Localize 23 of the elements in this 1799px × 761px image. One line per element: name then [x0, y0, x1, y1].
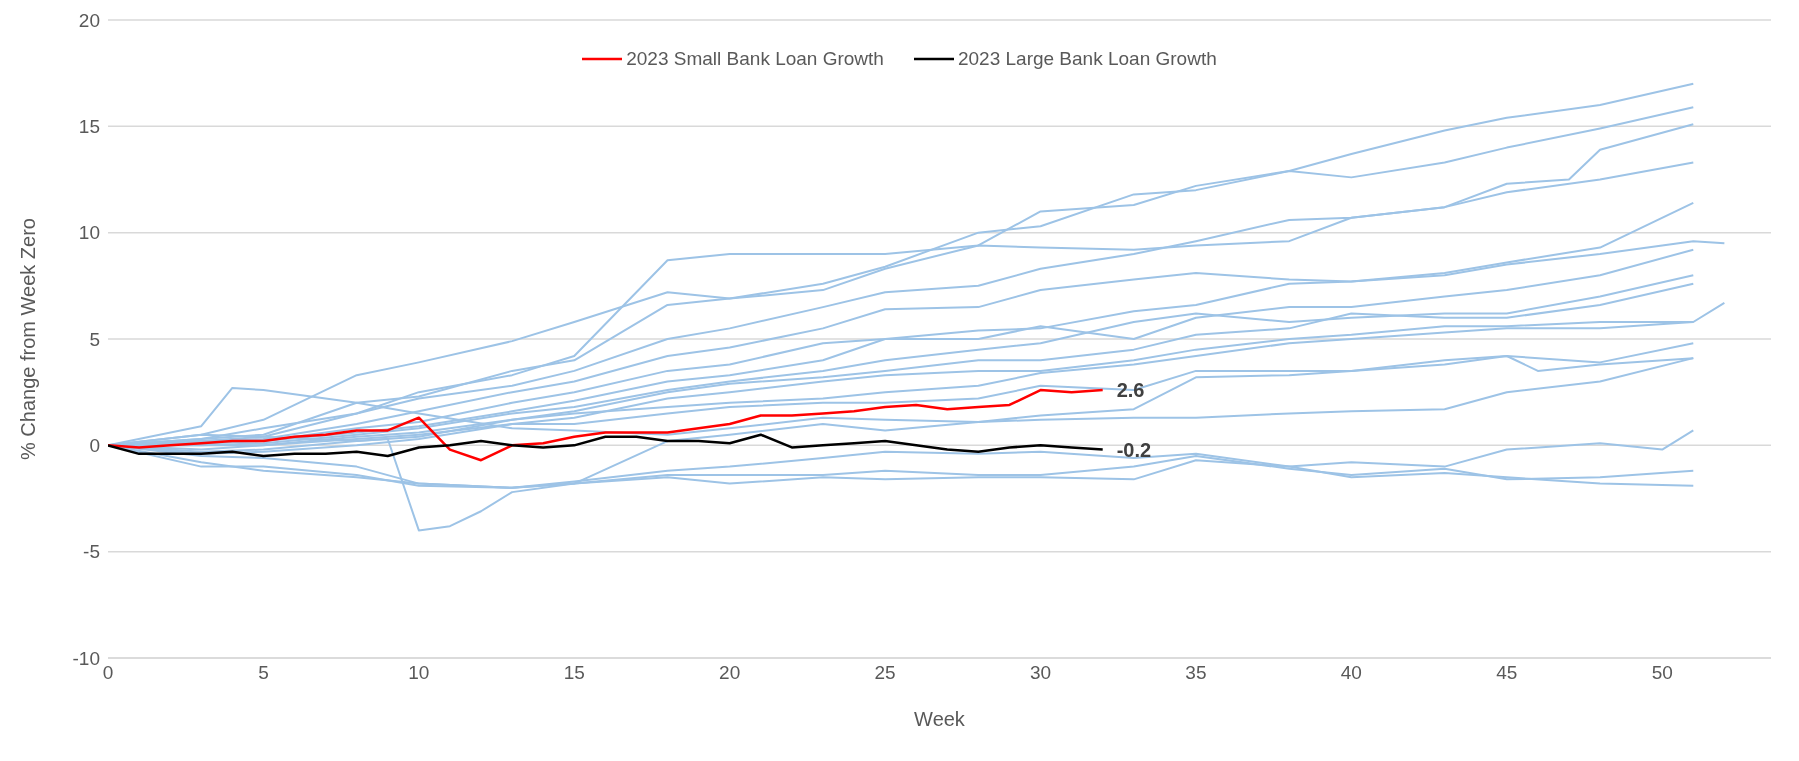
x-tick-label: 15	[563, 662, 585, 684]
y-tick-label: 5	[89, 328, 100, 350]
data-label: 2.6	[1116, 379, 1145, 402]
y-tick-label: 0	[89, 435, 100, 457]
x-tick-label: 5	[258, 662, 269, 684]
y-tick-label: 20	[78, 9, 100, 31]
y-tick-label: 10	[78, 222, 100, 244]
x-tick-label: 30	[1029, 662, 1052, 684]
y-axis-title: % Change from Week Zero	[17, 218, 40, 460]
x-tick-label: 35	[1185, 662, 1207, 684]
x-tick-label: 40	[1340, 662, 1362, 684]
x-tick-label: 45	[1496, 662, 1518, 684]
x-tick-label: 50	[1651, 662, 1673, 684]
legend-label: 2023 Small Bank Loan Growth	[626, 48, 884, 70]
y-tick-label: 15	[78, 116, 100, 138]
y-tick-label: -5	[83, 541, 100, 563]
x-tick-label: 10	[408, 662, 430, 684]
y-tick-label: -10	[72, 647, 100, 669]
x-tick-label: 20	[719, 662, 741, 684]
legend-label: 2023 Large Bank Loan Growth	[957, 48, 1217, 70]
x-axis-title: Week	[914, 708, 966, 730]
x-tick-label: 25	[874, 662, 896, 684]
data-label: -0.2	[1116, 438, 1152, 461]
